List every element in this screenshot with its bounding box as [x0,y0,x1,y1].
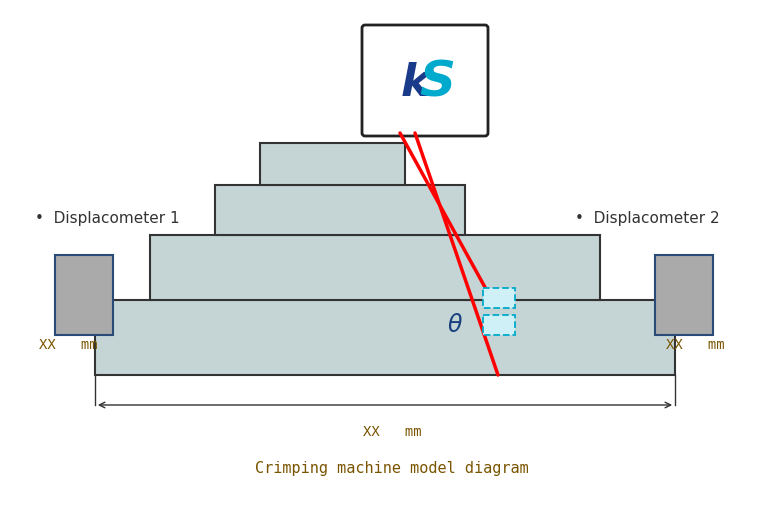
Bar [150,235,600,300]
Text: S: S [419,59,455,107]
Text: •  Displacometer 2: • Displacometer 2 [575,210,720,225]
Text: XX   mm: XX mm [666,338,724,352]
Text: θ: θ [448,313,463,337]
Bar [260,143,405,185]
Bar [655,255,713,335]
Text: k: k [400,62,430,105]
Bar [483,315,515,335]
Bar [95,300,675,375]
Text: XX   mm: XX mm [38,338,97,352]
Text: •  Displacometer 1: • Displacometer 1 [35,210,180,225]
FancyBboxPatch shape [362,25,488,136]
Bar [215,185,465,235]
Text: XX   mm: XX mm [363,425,421,439]
Bar [55,255,113,335]
Bar [483,288,515,308]
Text: Crimping machine model diagram: Crimping machine model diagram [255,460,529,475]
